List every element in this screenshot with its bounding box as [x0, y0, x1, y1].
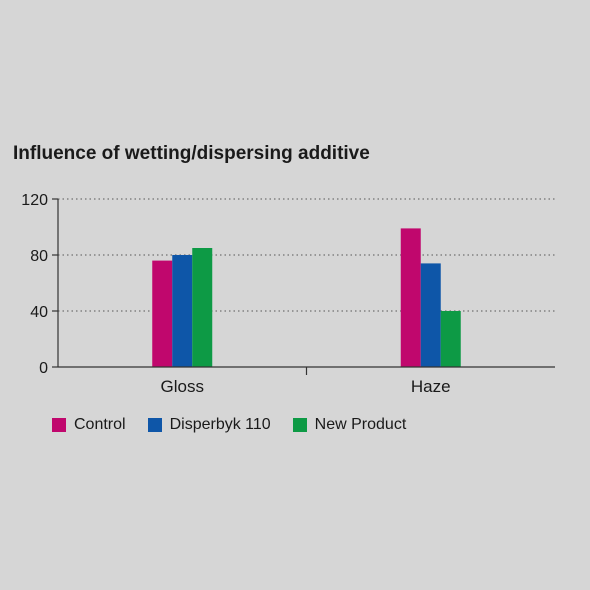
bar-haze-control	[400, 228, 421, 367]
bars	[152, 228, 461, 367]
x-tick-label-gloss: Gloss	[161, 377, 204, 396]
legend-label-new-product: New Product	[314, 416, 407, 433]
legend-label-control: Control	[74, 416, 126, 433]
y-tick-label-80: 80	[30, 248, 48, 265]
bar-haze-new-product	[440, 311, 461, 367]
legend-swatch-control	[52, 418, 66, 432]
y-tick-label-120: 120	[21, 192, 48, 209]
legend: Control Disperbyk 110 New Product	[52, 416, 428, 434]
legend-swatch-disperbyk-110	[147, 418, 162, 432]
chart-title: Influence of wetting/dispersing additive	[13, 143, 370, 164]
bar-gloss-disperbyk-110	[172, 255, 193, 367]
legend-item-new-product: New Product	[292, 416, 407, 434]
bar-gloss-new-product	[192, 248, 213, 367]
bar-haze-disperbyk-110	[420, 263, 441, 367]
legend-item-control: Control	[52, 416, 126, 434]
grid-lines	[58, 198, 555, 312]
bar-gloss-control	[152, 260, 173, 367]
x-tick-label-haze: Haze	[411, 377, 451, 396]
axes	[52, 198, 555, 375]
legend-swatch-new-product	[292, 418, 307, 432]
legend-item-disperbyk-110: Disperbyk 110	[147, 416, 271, 434]
y-tick-label-40: 40	[30, 304, 48, 321]
legend-label-disperbyk-110: Disperbyk 110	[169, 416, 271, 433]
axis-labels: 0 40 80 120 Gloss Haze	[21, 192, 450, 396]
y-tick-label-0: 0	[39, 360, 48, 377]
